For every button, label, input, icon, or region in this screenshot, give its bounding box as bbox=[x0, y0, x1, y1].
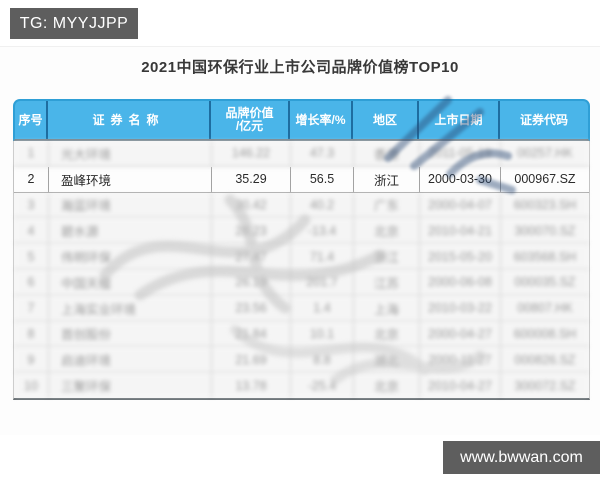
cell-growth: 8.8 bbox=[291, 347, 354, 373]
table-row-highlighted: 2 盈峰环境 35.29 56.5 浙江 2000-03-30 000967.S… bbox=[14, 166, 589, 193]
cell-code: 000826.SZ bbox=[514, 352, 576, 367]
page-title: 2021中国环保行业上市公司品牌价值榜TOP10 bbox=[141, 59, 459, 76]
table-header-row: 序号 证券名称 品牌价值 /亿元 增长率/% 地区 上市日期 证券代码 bbox=[13, 99, 590, 141]
cell-name: 启迪环境 bbox=[49, 347, 212, 373]
cell-code: 00807.HK bbox=[517, 301, 573, 316]
table-row: 10 三聚环保 13.78 -25.4 北京 2010-04-27 300072… bbox=[14, 373, 589, 398]
cell-code: 300070.SZ bbox=[514, 223, 576, 238]
ranking-table: 序号 证券名称 品牌价值 /亿元 增长率/% 地区 上市日期 证券代码 1 光大… bbox=[13, 99, 590, 400]
table-row: 3 瀚蓝环境 30.42 40.2 广东 2000-04-07 600323.S… bbox=[14, 192, 589, 219]
cell-rank: 10 bbox=[14, 373, 49, 398]
cell-rank: 1 bbox=[14, 141, 49, 166]
cell-code: 00257.HK bbox=[517, 146, 573, 161]
cell-region: 江苏 bbox=[354, 269, 420, 295]
cell-rank: 6 bbox=[14, 269, 49, 295]
table-row: 7 上海实业环境 23.56 1.4 上海 2010-03-22 00807.H… bbox=[14, 295, 589, 322]
header-name: 证券名称 bbox=[48, 101, 211, 139]
cell-date: 2000-03-30 bbox=[420, 166, 501, 192]
cell-date: 2010-04-21 bbox=[420, 218, 501, 244]
website-badge: www.bwwan.com bbox=[443, 441, 600, 474]
cell-code: 000967.SZ bbox=[514, 172, 576, 187]
cell-rank: 9 bbox=[14, 347, 49, 373]
cell-value: 35.29 bbox=[212, 166, 291, 192]
cell-value: 146.22 bbox=[212, 141, 291, 166]
header-brand-value: 品牌价值 /亿元 bbox=[211, 101, 290, 139]
cell-date: 2010-03-22 bbox=[420, 295, 501, 321]
cell-rank: 7 bbox=[14, 295, 49, 321]
cell-rank: 3 bbox=[14, 192, 49, 218]
header-brand-value-line2: /亿元 bbox=[235, 119, 264, 133]
table-body: 1 光大环境 146.22 47.3 香港 2011-05-19 00257.H… bbox=[13, 141, 590, 400]
cell-date: 2015-05-20 bbox=[420, 244, 501, 269]
cell-region: 湖北 bbox=[354, 347, 420, 373]
header-date: 上市日期 bbox=[419, 101, 500, 139]
cell-growth: 47.3 bbox=[291, 141, 354, 166]
table-row: 6 中国天楹 26.19 201.7 江苏 2000-06-08 000035.… bbox=[14, 269, 589, 296]
cell-date: 2000-04-27 bbox=[420, 321, 501, 347]
telegram-badge: TG: MYYJJPP bbox=[10, 8, 138, 39]
website-badge-text: www.bwwan.com bbox=[460, 448, 583, 466]
cell-growth: 201.7 bbox=[291, 269, 354, 295]
cell-region: 浙江 bbox=[354, 166, 420, 192]
cell-growth: -13.4 bbox=[291, 218, 354, 244]
cell-region: 广东 bbox=[354, 192, 420, 218]
cell-value: 26.19 bbox=[212, 269, 291, 295]
cell-value: 13.78 bbox=[212, 373, 291, 398]
cell-growth: 10.1 bbox=[291, 321, 354, 347]
cell-name: 首创股份 bbox=[49, 321, 212, 347]
cell-value: 30.42 bbox=[212, 192, 291, 218]
cell-region: 上海 bbox=[354, 295, 420, 321]
table-row: 8 首创股份 21.84 10.1 北京 2000-04-27 600008.S… bbox=[14, 321, 589, 348]
cell-date: 2000-04-07 bbox=[420, 192, 501, 218]
cell-rank: 5 bbox=[14, 244, 49, 269]
header-region: 地区 bbox=[353, 101, 419, 139]
cell-date: 2000-06-08 bbox=[420, 269, 501, 295]
cell-name: 中国天楹 bbox=[49, 269, 212, 295]
header-growth: 增长率/% bbox=[290, 101, 353, 139]
cell-name: 碧水源 bbox=[49, 218, 212, 244]
cell-growth: -25.4 bbox=[291, 373, 354, 398]
cell-code: 603568.SH bbox=[513, 249, 577, 264]
cell-region: 香港 bbox=[354, 141, 420, 166]
cell-rank: 2 bbox=[14, 166, 49, 192]
cell-value: 21.69 bbox=[212, 347, 291, 373]
header-rank: 序号 bbox=[15, 101, 48, 139]
cell-region: 北京 bbox=[354, 373, 420, 398]
cell-growth: 1.4 bbox=[291, 295, 354, 321]
cell-date: 2010-04-27 bbox=[420, 373, 501, 398]
cell-value: 27.47 bbox=[212, 244, 291, 269]
cell-code: 600008.SH bbox=[513, 326, 577, 341]
cell-rank: 8 bbox=[14, 321, 49, 347]
cell-name: 上海实业环境 bbox=[49, 295, 212, 321]
cell-growth: 40.2 bbox=[291, 192, 354, 218]
table-row: 9 启迪环境 21.69 8.8 湖北 2000-11-27 000826.SZ bbox=[14, 347, 589, 374]
cell-code: 300072.SZ bbox=[514, 378, 576, 393]
cell-name: 盈峰环境 bbox=[49, 166, 212, 192]
cell-region: 北京 bbox=[354, 321, 420, 347]
cell-name: 瀚蓝环境 bbox=[49, 192, 212, 218]
cell-date: 2011-05-19 bbox=[420, 141, 501, 166]
telegram-badge-text: TG: MYYJJPP bbox=[19, 14, 129, 32]
cell-name: 伟明环保 bbox=[49, 244, 212, 269]
cell-value: 21.84 bbox=[212, 321, 291, 347]
table-row: 4 碧水源 28.23 -13.4 北京 2010-04-21 300070.S… bbox=[14, 218, 589, 245]
cell-code: 600323.SH bbox=[513, 197, 577, 212]
table-row: 5 伟明环保 27.47 71.4 浙江 2015-05-20 603568.S… bbox=[14, 244, 589, 270]
cell-date: 2000-11-27 bbox=[420, 347, 501, 373]
cell-value: 23.56 bbox=[212, 295, 291, 321]
cell-region: 浙江 bbox=[354, 244, 420, 269]
table-row: 1 光大环境 146.22 47.3 香港 2011-05-19 00257.H… bbox=[14, 141, 589, 167]
cell-growth: 56.5 bbox=[291, 166, 354, 192]
header-brand-value-line1: 品牌价值 bbox=[225, 106, 274, 120]
cell-name: 三聚环保 bbox=[49, 373, 212, 398]
cell-name: 光大环境 bbox=[49, 141, 212, 166]
cell-code: 000035.SZ bbox=[514, 275, 576, 290]
cell-rank: 4 bbox=[14, 218, 49, 244]
header-code: 证券代码 bbox=[519, 112, 568, 127]
cell-value: 28.23 bbox=[212, 218, 291, 244]
cell-region: 北京 bbox=[354, 218, 420, 244]
cell-growth: 71.4 bbox=[291, 244, 354, 269]
